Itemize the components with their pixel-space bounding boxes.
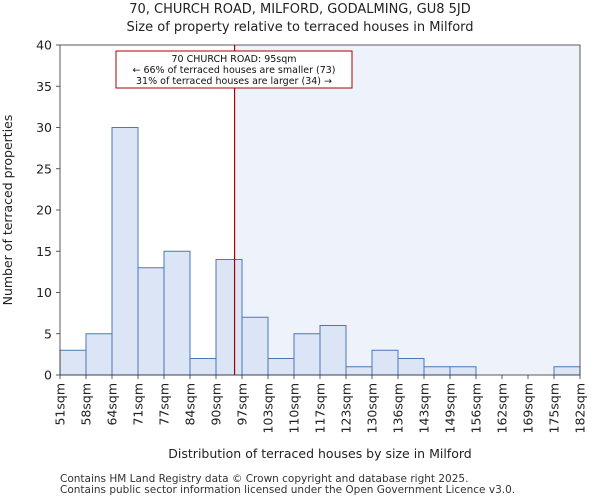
histogram-bar xyxy=(397,358,425,376)
x-tick-label: 71sqm xyxy=(131,383,146,426)
x-tick-label: 103sqm xyxy=(261,383,276,433)
histogram-bar xyxy=(85,333,113,376)
x-tick-label: 136sqm xyxy=(391,383,406,433)
histogram-bar xyxy=(449,366,477,376)
histogram-bar xyxy=(163,250,191,376)
histogram-chart: 0 5 10 15 20 25 30 35 40 51sqm 58sqm 64sqm 71sqm 77sq… xyxy=(0,38,588,462)
histogram-bar xyxy=(267,358,295,376)
y-tick-label: 40 xyxy=(36,38,52,53)
y-tick-label: 20 xyxy=(36,203,52,218)
histogram-bar xyxy=(345,366,373,376)
histogram-bar xyxy=(319,325,347,376)
histogram-bar xyxy=(59,349,87,376)
y-tick-label: 0 xyxy=(44,368,52,383)
y-tick-label: 5 xyxy=(44,326,52,341)
y-tick-label: 25 xyxy=(36,161,52,176)
annotation-property-label: 70 CHURCH ROAD: 95sqm xyxy=(171,54,296,65)
y-tick-label: 15 xyxy=(36,244,52,259)
x-tick-label: 143sqm xyxy=(417,383,432,433)
histogram-bar xyxy=(371,349,399,376)
y-tick-label: 30 xyxy=(36,120,52,135)
x-tick-label: 182sqm xyxy=(573,383,588,433)
x-tick-label: 64sqm xyxy=(105,383,120,426)
histogram-bar xyxy=(423,366,451,376)
x-tick-label: 97sqm xyxy=(235,383,250,426)
x-tick-label: 90sqm xyxy=(209,383,224,426)
y-tick-label: 10 xyxy=(36,285,52,300)
x-tick-label: 51sqm xyxy=(53,383,68,426)
x-tick-label: 123sqm xyxy=(339,383,354,433)
histogram-bar xyxy=(137,267,165,376)
x-tick-label: 169sqm xyxy=(521,383,536,433)
histogram-bar xyxy=(111,127,139,376)
x-axis-label: Distribution of terraced houses by size … xyxy=(168,446,471,461)
annotation-smaller-text: ← 66% of terraced houses are smaller (73… xyxy=(132,65,335,76)
annotation-box xyxy=(115,50,353,89)
x-tick-label: 117sqm xyxy=(313,383,328,433)
y-tick-label: 35 xyxy=(36,79,52,94)
y-axis-label: Number of terraced properties xyxy=(0,115,15,306)
footer-line-2: Contains public sector information licen… xyxy=(60,484,516,496)
x-tick-label: 84sqm xyxy=(183,383,198,426)
x-tick-label: 156sqm xyxy=(469,383,484,433)
chart-title: 70, CHURCH ROAD, MILFORD, GODALMING, GU8… xyxy=(129,2,471,17)
x-tick-label: 110sqm xyxy=(287,383,302,433)
histogram-bar xyxy=(293,333,321,376)
larger-region-highlight xyxy=(234,45,581,375)
histogram-bar xyxy=(215,259,243,376)
x-tick-label: 58sqm xyxy=(79,383,94,426)
histogram-bar xyxy=(553,366,581,376)
footer-line-1: Contains HM Land Registry data © Crown c… xyxy=(60,473,469,485)
chart-subtitle: Size of property relative to terraced ho… xyxy=(126,20,474,35)
histogram-bar xyxy=(241,316,269,376)
x-tick-label: 130sqm xyxy=(365,383,380,433)
annotation-larger-text: 31% of terraced houses are larger (34) → xyxy=(136,76,332,87)
histogram-bar xyxy=(189,358,217,376)
x-tick-label: 149sqm xyxy=(443,383,458,433)
x-tick-label: 175sqm xyxy=(547,383,562,433)
x-tick-label: 77sqm xyxy=(157,383,172,426)
x-tick-label: 162sqm xyxy=(495,383,510,433)
